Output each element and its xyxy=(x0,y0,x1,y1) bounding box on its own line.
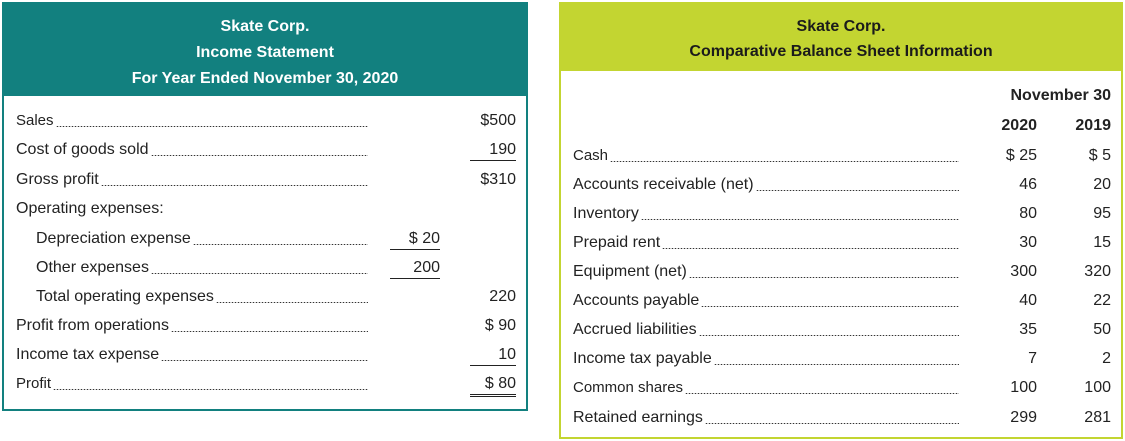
row-label: Gross profit xyxy=(16,171,99,188)
value-2020: 299 xyxy=(1010,409,1037,426)
value-2020: 100 xyxy=(1010,379,1037,396)
income-row-gross-profit: Gross profit $310 xyxy=(4,168,526,192)
balance-row-retained-earnings: Retained earnings 299 281 xyxy=(561,406,1121,430)
value-2020: 300 xyxy=(1010,263,1037,280)
balance-sheet-panel: Skate Corp. Comparative Balance Sheet In… xyxy=(559,2,1123,439)
income-row-profit-from-operations: Profit from operations $ 90 xyxy=(4,314,526,338)
row-label: Other expenses xyxy=(36,259,149,276)
income-row-sales: Sales $500 xyxy=(4,109,526,133)
row-label: Sales xyxy=(16,112,54,129)
row-value: 10 xyxy=(470,343,516,366)
balance-row-prepaid-rent: Prepaid rent 30 15 xyxy=(561,231,1121,255)
balance-sheet-title: Skate Corp. xyxy=(796,18,886,35)
value-2020: 40 xyxy=(1019,292,1037,309)
income-row-other-expenses: Other expenses 200 xyxy=(4,256,526,280)
income-statement-title: Skate Corp. xyxy=(220,18,310,35)
row-label: Accrued liabilities xyxy=(573,321,697,338)
row-label: Income tax expense xyxy=(16,346,160,363)
row-label: Total operating expenses xyxy=(36,288,214,305)
income-row-depreciation: Depreciation expense $ 20 xyxy=(4,227,526,251)
value-2019: 22 xyxy=(1093,292,1111,309)
date-column-header: November 30 xyxy=(1010,87,1112,104)
income-statement-panel: Skate Corp. Income Statement For Year En… xyxy=(2,2,528,411)
row-label: Profit xyxy=(16,375,52,392)
row-label: Equipment (net) xyxy=(573,263,687,280)
income-row-operating-expenses: Operating expenses: xyxy=(4,197,526,221)
balance-row-inventory: Inventory 80 95 xyxy=(561,202,1121,226)
balance-row-equipment: Equipment (net) 300 320 xyxy=(561,260,1121,284)
row-label: Prepaid rent xyxy=(573,234,661,251)
row-subvalue: $ 20 xyxy=(390,227,440,250)
value-2020: 80 xyxy=(1019,205,1037,222)
row-value: 220 xyxy=(489,288,516,305)
balance-row-common-shares: Common shares 100 100 xyxy=(561,376,1121,400)
value-2020: 30 xyxy=(1019,234,1037,251)
value-2019: 2 xyxy=(1102,350,1111,367)
year-2020-header: 2020 xyxy=(1001,117,1037,134)
row-label: Cash xyxy=(573,147,609,164)
row-label: Depreciation expense xyxy=(36,230,191,247)
value-2019: 320 xyxy=(1084,263,1111,280)
row-label: Retained earnings xyxy=(573,409,703,426)
balance-row-cash: Cash $ 25 $ 5 xyxy=(561,144,1121,168)
income-statement-subtitle: Income Statement xyxy=(196,44,334,61)
year-2019-header: 2019 xyxy=(1075,117,1111,134)
value-2019: 95 xyxy=(1093,205,1111,222)
balance-row-accounts-receivable: Accounts receivable (net) 46 20 xyxy=(561,173,1121,197)
value-2020: $ 25 xyxy=(1005,147,1037,164)
row-label: Profit from operations xyxy=(16,317,169,334)
row-subvalue: 200 xyxy=(390,256,440,279)
income-statement-period: For Year Ended November 30, 2020 xyxy=(131,70,399,87)
row-label: Cost of goods sold xyxy=(16,141,149,158)
value-2019: 15 xyxy=(1093,234,1111,251)
balance-sheet-subtitle: Comparative Balance Sheet Information xyxy=(689,43,993,60)
income-statement-header: Skate Corp. Income Statement For Year En… xyxy=(4,4,526,96)
row-value: $ 90 xyxy=(484,317,516,334)
value-2020: 46 xyxy=(1019,176,1037,193)
row-value: 190 xyxy=(470,138,516,161)
income-row-cogs: Cost of goods sold 190 xyxy=(4,138,526,162)
balance-row-income-tax-payable: Income tax payable 7 2 xyxy=(561,347,1121,371)
income-row-income-tax-expense: Income tax expense 10 xyxy=(4,343,526,367)
row-label: Income tax payable xyxy=(573,350,712,367)
value-2020: 35 xyxy=(1019,321,1037,338)
value-2019: 50 xyxy=(1093,321,1111,338)
value-2019: 281 xyxy=(1084,409,1111,426)
income-row-total-operating-expenses: Total operating expenses 220 xyxy=(4,285,526,309)
balance-sheet-header: Skate Corp. Comparative Balance Sheet In… xyxy=(561,4,1121,71)
balance-row-accounts-payable: Accounts payable 40 22 xyxy=(561,289,1121,313)
row-label: Operating expenses: xyxy=(16,200,164,217)
row-label: Accounts payable xyxy=(573,292,700,309)
value-2020: 7 xyxy=(1028,350,1037,367)
value-2019: $ 5 xyxy=(1088,147,1111,164)
income-row-profit: Profit $ 80 xyxy=(4,372,526,397)
value-2019: 20 xyxy=(1093,176,1111,193)
row-label: Common shares xyxy=(573,379,684,396)
row-value: $ 80 xyxy=(470,372,516,397)
row-value: $500 xyxy=(480,112,516,129)
row-label: Accounts receivable (net) xyxy=(573,176,754,193)
row-value: $310 xyxy=(480,171,516,188)
value-2019: 100 xyxy=(1084,379,1111,396)
balance-row-accrued-liabilities: Accrued liabilities 35 50 xyxy=(561,318,1121,342)
row-label: Inventory xyxy=(573,205,639,222)
